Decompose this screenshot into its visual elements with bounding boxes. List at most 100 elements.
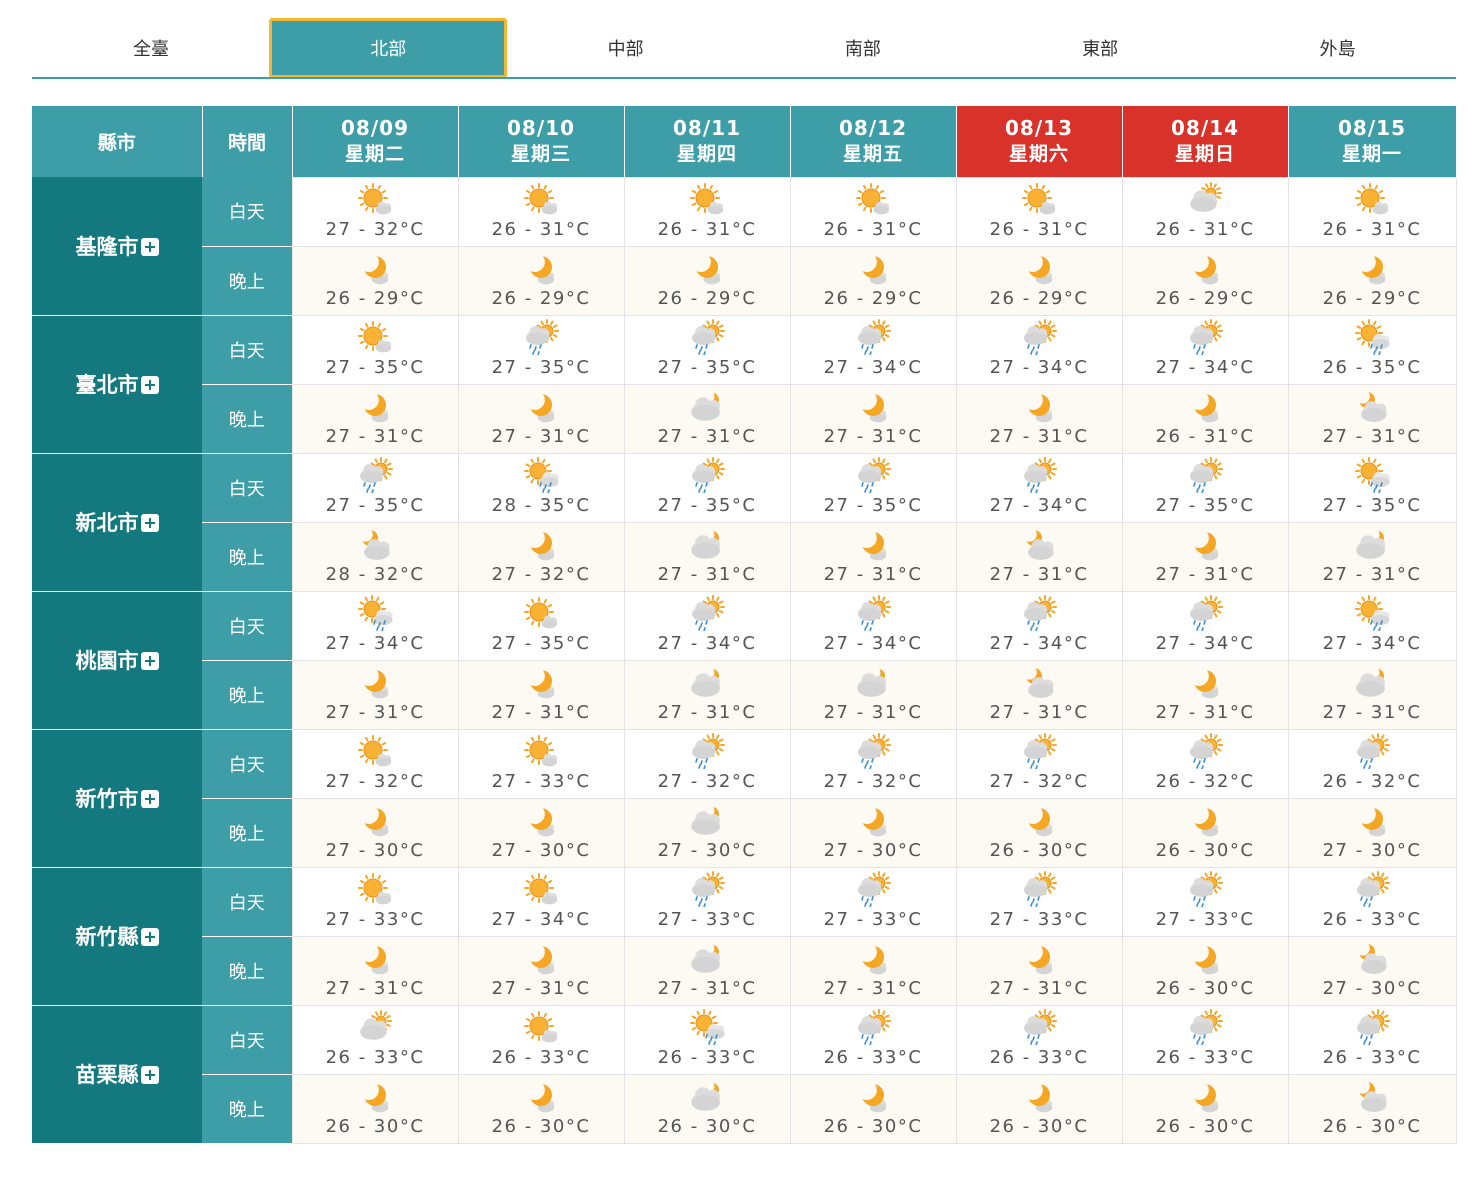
cloud-rain-icon (1123, 318, 1288, 355)
forecast-cell: 27 - 30°C (1287, 935, 1457, 1006)
city-cell[interactable]: 新竹市 (32, 729, 202, 868)
cloud-rain-icon (625, 456, 790, 493)
temperature-range: 26 - 31°C (823, 218, 923, 240)
city-cell[interactable]: 苗栗縣 (32, 1005, 202, 1144)
moon-cloud-icon (625, 802, 790, 838)
temperature-range: 27 - 31°C (989, 425, 1089, 447)
header-row: 縣市 時間 08/09 星期二 08/10 星期三 08/11 星期四 08/12 星期五 08… (32, 106, 1457, 177)
city-name[interactable]: 新竹市 (75, 787, 139, 811)
moon-icon (1289, 802, 1456, 838)
city-name[interactable]: 桃園市 (75, 649, 139, 673)
expand-plus-icon[interactable] (140, 652, 159, 670)
forecast-cell: 27 - 31°C (955, 383, 1123, 454)
temperature-range: 26 - 30°C (1155, 977, 1255, 999)
temperature-range: 27 - 33°C (325, 908, 425, 930)
city-cell[interactable]: 臺北市 (32, 315, 202, 454)
cloud-rain-icon (625, 732, 790, 769)
moon-cloud-icon (625, 388, 790, 424)
moon-cloud-small-icon (957, 526, 1122, 562)
date-label: 08/12 (839, 116, 907, 141)
temperature-range: 26 - 33°C (1322, 908, 1422, 930)
forecast-cell: 26 - 31°C (955, 176, 1123, 247)
tab-2[interactable]: 中部 (607, 39, 644, 60)
forecast-row: 苗栗縣 白天 26 - 33°C 26 - 33°C 26 - 33°C 26 -… (32, 1004, 1457, 1144)
temperature-range: 26 - 32°C (1155, 770, 1255, 792)
expand-plus-icon[interactable] (140, 928, 159, 946)
temperature-range: 27 - 34°C (823, 356, 923, 378)
temperature-range: 26 - 35°C (1322, 356, 1422, 378)
cloud-rain-icon (1123, 1008, 1288, 1045)
cloud-rain-icon (791, 318, 956, 355)
forecast-cell: 27 - 35°C (1287, 452, 1457, 523)
temperature-range: 27 - 34°C (823, 632, 923, 654)
forecast-row: 晚上 27 - 30°C 27 - 30°C 27 - 30°C 27 - 30… (32, 797, 1457, 868)
sunny-icon (459, 1009, 624, 1045)
forecast-cell: 27 - 31°C (623, 521, 791, 592)
moon-icon (957, 1078, 1122, 1114)
forecast-cell: 27 - 31°C (623, 659, 791, 730)
forecast-table: 縣市 時間 08/09 星期二 08/10 星期三 08/11 星期四 08/12 星期五 08… (32, 106, 1457, 1144)
forecast-cell: 27 - 34°C (955, 452, 1123, 523)
temperature-range: 27 - 31°C (989, 563, 1089, 585)
temperature-range: 28 - 35°C (491, 494, 591, 516)
forecast-cell: 27 - 31°C (789, 659, 957, 730)
cloud-rain-icon (957, 1008, 1122, 1045)
city-name[interactable]: 新北市 (75, 511, 139, 535)
city-cell[interactable]: 基隆市 (32, 177, 202, 316)
tab-4[interactable]: 東部 (1082, 39, 1119, 60)
city-name[interactable]: 臺北市 (75, 373, 139, 397)
cloud-rain-icon (1123, 594, 1288, 631)
sunny-icon (625, 181, 790, 217)
temperature-range: 27 - 31°C (823, 425, 923, 447)
forecast-cell: 27 - 34°C (457, 866, 625, 937)
temperature-range: 27 - 31°C (823, 977, 923, 999)
cloud-rain-icon (957, 870, 1122, 907)
forecast-cell: 27 - 31°C (1121, 659, 1289, 730)
expand-plus-icon[interactable] (140, 514, 159, 532)
moon-icon (459, 940, 624, 976)
sun-rain-icon (459, 456, 624, 493)
expand-plus-icon[interactable] (140, 376, 159, 394)
temperature-range: 27 - 31°C (989, 701, 1089, 723)
tab-0[interactable]: 全臺 (133, 39, 169, 60)
temperature-range: 27 - 31°C (491, 977, 591, 999)
city-name[interactable]: 新竹縣 (75, 925, 139, 949)
city-cell[interactable]: 新北市 (32, 453, 202, 592)
temperature-range: 27 - 35°C (1322, 494, 1422, 516)
sunny-icon (293, 733, 458, 769)
tab-1[interactable]: 北部 (269, 18, 508, 78)
forecast-cell: 27 - 35°C (1121, 452, 1289, 523)
forecast-cell: 26 - 30°C (1287, 1073, 1457, 1144)
temperature-range: 26 - 33°C (1155, 1046, 1255, 1068)
moon-cloud-icon (625, 664, 790, 700)
city-cell[interactable]: 新竹縣 (32, 867, 202, 1006)
temperature-range: 27 - 34°C (1155, 632, 1255, 654)
city-cell[interactable]: 桃園市 (32, 591, 202, 730)
city-name[interactable]: 苗栗縣 (75, 1063, 139, 1087)
day-time-label: 白天 (202, 177, 292, 247)
date-header: 08/10 星期三 (458, 106, 625, 177)
expand-plus-icon[interactable] (140, 237, 159, 256)
forecast-row: 晚上 26 - 29°C 26 - 29°C 26 - 29°C 26 - 29… (32, 245, 1457, 316)
temperature-range: 27 - 35°C (491, 632, 591, 654)
city-name[interactable]: 基隆市 (75, 234, 139, 259)
temperature-range: 27 - 30°C (823, 839, 923, 861)
temperature-range: 27 - 34°C (491, 908, 591, 930)
tab-5[interactable]: 外島 (1319, 39, 1356, 60)
forecast-cell: 26 - 30°C (1121, 935, 1289, 1006)
forecast-cell: 27 - 31°C (291, 935, 459, 1006)
date-header: 08/14 星期日 (1122, 106, 1289, 177)
expand-plus-icon[interactable] (140, 1066, 159, 1084)
moon-icon (1123, 1078, 1288, 1114)
temperature-range: 27 - 34°C (657, 632, 757, 654)
tab-3[interactable]: 南部 (844, 39, 881, 60)
temperature-range: 26 - 29°C (1322, 287, 1422, 309)
sun-rain-icon (1289, 456, 1456, 493)
expand-plus-icon[interactable] (140, 790, 159, 808)
moon-icon (1123, 250, 1288, 286)
forecast-cell: 26 - 35°C (1287, 314, 1457, 385)
temperature-range: 27 - 34°C (989, 494, 1089, 516)
temperature-range: 27 - 35°C (325, 356, 425, 378)
temperature-range: 27 - 30°C (1322, 839, 1422, 861)
temperature-range: 26 - 33°C (1322, 1046, 1422, 1068)
